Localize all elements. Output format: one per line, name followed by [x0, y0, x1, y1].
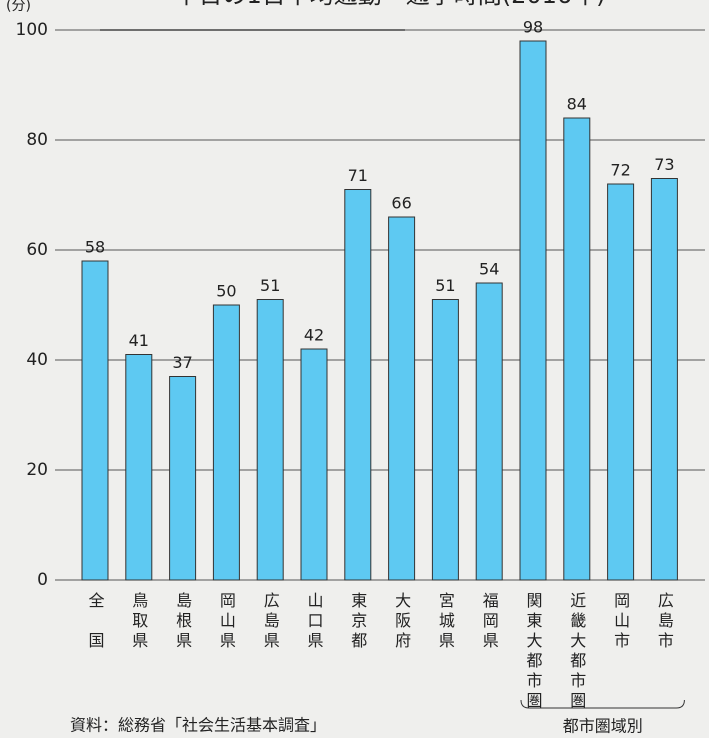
- x-tick-label: 関東大都市圏: [524, 592, 543, 712]
- bar: [256, 299, 284, 581]
- value-label: 37: [172, 353, 192, 372]
- chart-title: 平日の1日平均通勤・通学時間(2016年): [174, 0, 605, 9]
- value-label: 42: [304, 326, 324, 345]
- x-tick-label: 広島県: [261, 592, 280, 652]
- y-tick-label: 60: [26, 240, 48, 260]
- group-label: 都市圏域別: [563, 717, 643, 736]
- bar: [388, 216, 416, 581]
- x-tick-label: 全 国: [86, 592, 105, 652]
- x-tick-label: 岡山県: [217, 592, 236, 652]
- x-tick-label: 島根県: [173, 592, 192, 652]
- source: 資料：総務省「社会生活基本調査」: [70, 716, 326, 735]
- value-label: 50: [216, 282, 236, 301]
- value-label: 51: [260, 276, 280, 295]
- bar: [344, 189, 372, 581]
- bar: [169, 376, 197, 581]
- x-tick-label: 大阪府: [392, 592, 411, 652]
- bar: [212, 304, 240, 581]
- bar: [300, 348, 328, 581]
- x-tick-label: 広島市: [655, 592, 674, 652]
- value-label: 58: [85, 238, 105, 257]
- bar: [519, 40, 547, 581]
- x-tick-label: 宮城県: [436, 592, 455, 652]
- value-label: 54: [479, 260, 499, 279]
- x-tick-label: 岡山市: [611, 592, 630, 652]
- bar: [650, 178, 678, 581]
- value-label: 41: [129, 331, 149, 350]
- bar: [607, 183, 635, 581]
- y-tick-label: 40: [26, 350, 48, 370]
- value-label: 98: [523, 18, 543, 37]
- bar: [81, 260, 109, 581]
- y-tick-label: 80: [26, 130, 48, 150]
- x-tick-label: 近畿大都市圏: [567, 592, 586, 712]
- value-label: 51: [435, 276, 455, 295]
- x-tick-label: 東京都: [348, 592, 367, 652]
- value-label: 72: [610, 161, 630, 180]
- y-tick-label: 20: [26, 460, 48, 480]
- x-tick-label: 福岡県: [480, 592, 499, 652]
- value-label: 66: [391, 194, 411, 213]
- group-bracket: [520, 699, 685, 709]
- bar: [431, 299, 459, 581]
- bar: [563, 117, 591, 581]
- y-tick-label: 0: [37, 570, 48, 590]
- bar: [475, 282, 503, 581]
- y-tick-label: 100: [16, 20, 48, 40]
- bar: [125, 354, 153, 581]
- x-tick-label: 鳥取県: [129, 592, 148, 652]
- x-tick-label: 山口県: [305, 592, 324, 652]
- value-label: 73: [654, 155, 674, 174]
- value-label: 84: [567, 95, 587, 114]
- value-label: 71: [348, 166, 368, 185]
- y-axis-label: (分): [6, 0, 31, 14]
